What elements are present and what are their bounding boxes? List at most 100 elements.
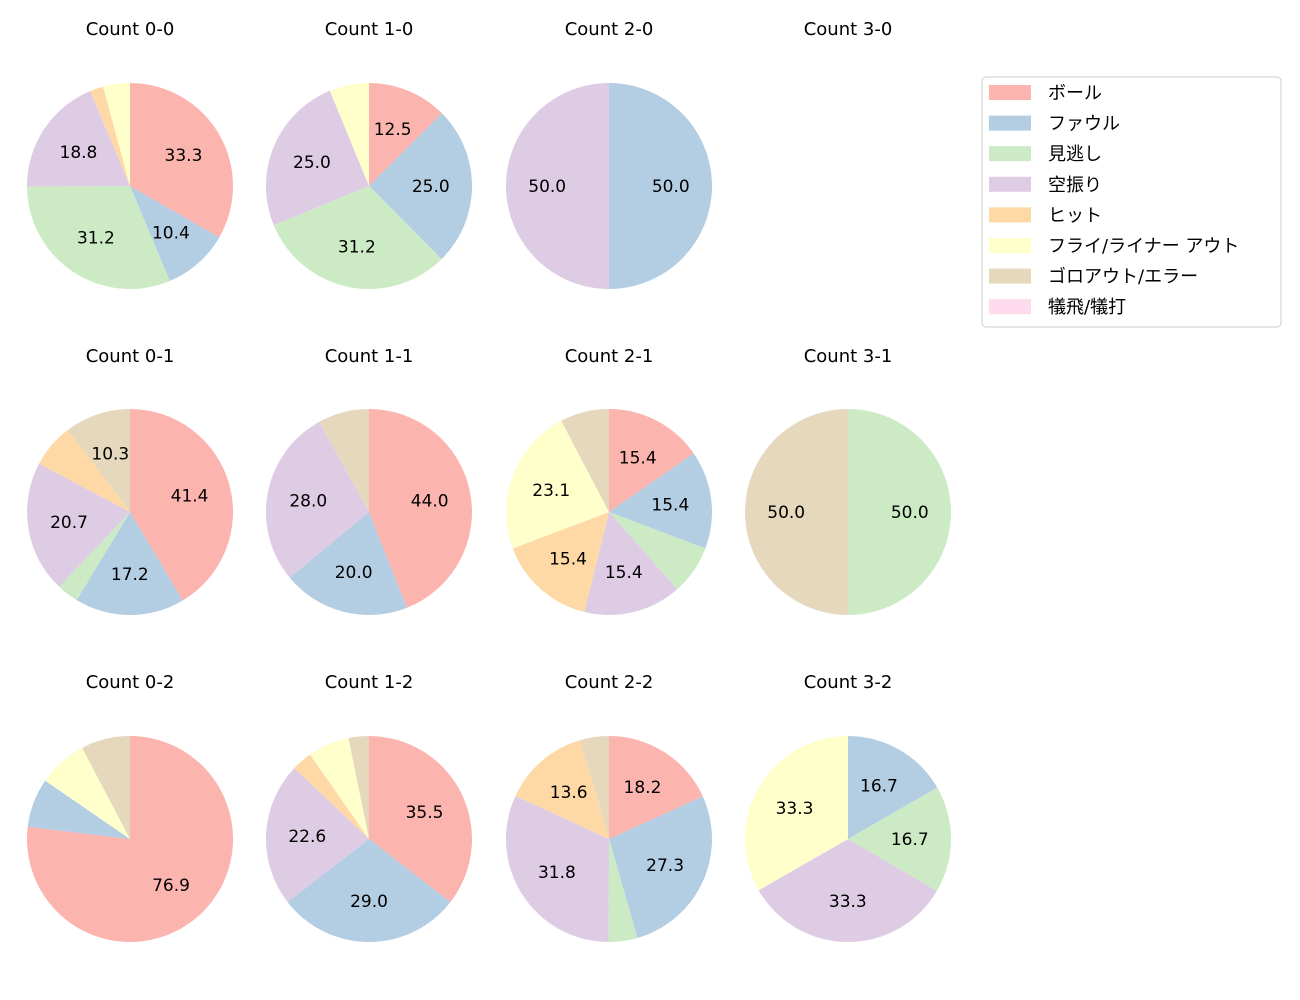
pie-slice-3 xyxy=(27,90,130,187)
legend-label: ボール xyxy=(1048,83,1102,104)
slice-label: 76.9 xyxy=(152,876,190,896)
pie-slice-4 xyxy=(90,86,130,186)
pie-slice-0 xyxy=(130,83,234,238)
slice-label: 18.2 xyxy=(624,778,662,798)
pie-slice-0 xyxy=(609,409,694,512)
slice-label: 33.3 xyxy=(776,799,814,819)
slice-label: 17.2 xyxy=(111,565,149,585)
pie-slice-3 xyxy=(27,463,131,587)
legend-label: 見逃し xyxy=(1048,144,1102,165)
legend-swatch xyxy=(989,115,1031,131)
pie-slice-5 xyxy=(745,736,848,891)
pie-slice-1 xyxy=(130,186,220,282)
slice-label: 16.7 xyxy=(860,777,898,797)
pie-slice-2 xyxy=(273,186,442,289)
slice-label: 12.5 xyxy=(374,120,412,140)
pie-slice-3 xyxy=(584,512,678,615)
slice-label: 41.4 xyxy=(171,487,209,507)
slice-label: 28.0 xyxy=(289,491,327,511)
pie-slice-5 xyxy=(329,83,369,186)
legend-swatch xyxy=(989,207,1031,223)
pie-slice-5 xyxy=(103,83,130,186)
slice-label: 33.3 xyxy=(165,146,203,166)
pie-slice-4 xyxy=(39,429,130,512)
pie-title: Count 2-2 xyxy=(565,672,654,693)
slice-label: 18.8 xyxy=(60,143,98,163)
slice-label: 13.6 xyxy=(550,783,588,803)
pie-slice-6 xyxy=(348,736,369,839)
pie-slice-5 xyxy=(505,420,609,549)
pie-slice-2 xyxy=(59,512,130,601)
pie-slice-0 xyxy=(369,736,472,903)
pie-count-0-1: Count 0-1 41.4 17.2 20.7 10.3 xyxy=(27,346,233,615)
pie-title: Count 3-0 xyxy=(804,19,893,40)
pie-slice-6 xyxy=(82,736,130,839)
pie-slice-3 xyxy=(506,795,609,942)
slice-label: 15.4 xyxy=(651,496,689,516)
pie-count-1-0: Count 1-0 12.5 25.0 31.2 25.0 xyxy=(266,19,473,289)
pie-count-3-2: Count 3-2 16.7 16.7 33.3 33.3 xyxy=(745,672,951,942)
pie-count-2-1: Count 2-1 15.4 15.4 15.4 15.4 23.1 xyxy=(505,346,712,615)
pie-slice-3 xyxy=(266,768,369,903)
pie-slice-3 xyxy=(266,90,369,226)
pie-slice-6 xyxy=(745,409,848,615)
slice-label: 33.3 xyxy=(829,892,867,912)
pie-slice-1 xyxy=(848,736,938,839)
slice-label: 35.5 xyxy=(406,803,444,823)
pie-slice-4 xyxy=(512,512,609,613)
legend-swatch xyxy=(989,176,1031,192)
slice-label: 44.0 xyxy=(411,491,449,511)
pie-slice-4 xyxy=(294,754,369,839)
legend-swatch xyxy=(989,299,1031,315)
pie-count-3-0: Count 3-0 xyxy=(804,19,893,40)
pie-title: Count 2-1 xyxy=(565,346,654,367)
pie-slice-1 xyxy=(289,512,407,615)
pie-slice-2 xyxy=(609,512,706,590)
slice-label: 31.8 xyxy=(538,863,576,883)
slice-label: 27.3 xyxy=(646,856,684,876)
pie-title: Count 0-0 xyxy=(86,19,175,40)
pie-slice-6 xyxy=(561,409,609,512)
pie-title: Count 0-2 xyxy=(86,672,175,693)
pie-slice-1 xyxy=(369,113,473,260)
pie-slice-1 xyxy=(76,512,183,615)
slice-label: 22.6 xyxy=(288,827,326,847)
pie-count-1-2: Count 1-2 35.5 29.0 22.6 xyxy=(266,672,472,942)
slice-label: 15.4 xyxy=(605,563,643,583)
legend-label: ゴロアウト/エラー xyxy=(1048,267,1198,288)
legend-label: フライ/ライナー アウト xyxy=(1048,236,1239,257)
pie-title: Count 1-2 xyxy=(325,672,414,693)
slice-label: 31.2 xyxy=(77,229,115,249)
pie-slice-5 xyxy=(310,738,369,839)
pie-slice-2 xyxy=(848,787,951,891)
pie-count-2-2: Count 2-2 18.2 27.3 31.8 13.6 xyxy=(506,672,712,942)
legend-swatch xyxy=(989,238,1031,253)
pie-slice-5 xyxy=(45,747,130,839)
pie-slice-1 xyxy=(27,780,130,839)
slice-label: 25.0 xyxy=(412,177,450,197)
slice-label: 31.2 xyxy=(338,238,376,258)
pie-title: Count 0-1 xyxy=(86,346,175,367)
pie-slice-6 xyxy=(319,409,369,512)
legend-label: 犠飛/犠打 xyxy=(1048,297,1126,318)
pie-count-0-0: Count 0-0 33.3 10.4 31.2 18.8 xyxy=(27,19,234,289)
pie-count-3-1: Count 3-1 50.0 50.0 xyxy=(745,346,951,615)
pie-slice-0 xyxy=(369,83,442,186)
slice-label: 20.7 xyxy=(50,513,88,533)
pie-slice-0 xyxy=(130,409,233,601)
slice-label: 15.4 xyxy=(549,549,587,569)
legend-swatch xyxy=(989,146,1031,162)
pie-count-1-1: Count 1-1 44.0 20.0 28.0 xyxy=(266,346,472,615)
legend-label: ヒット xyxy=(1048,205,1102,226)
slice-label: 20.0 xyxy=(335,563,373,583)
slice-label: 23.1 xyxy=(532,481,570,501)
slice-label: 25.0 xyxy=(293,153,331,173)
pie-slice-6 xyxy=(67,409,130,512)
pie-slice-0 xyxy=(609,736,703,839)
legend-swatch xyxy=(989,268,1031,284)
pie-count-0-2: Count 0-2 76.9 xyxy=(27,672,234,943)
pie-title: Count 2-0 xyxy=(565,19,654,40)
pie-slice-2 xyxy=(608,839,638,942)
